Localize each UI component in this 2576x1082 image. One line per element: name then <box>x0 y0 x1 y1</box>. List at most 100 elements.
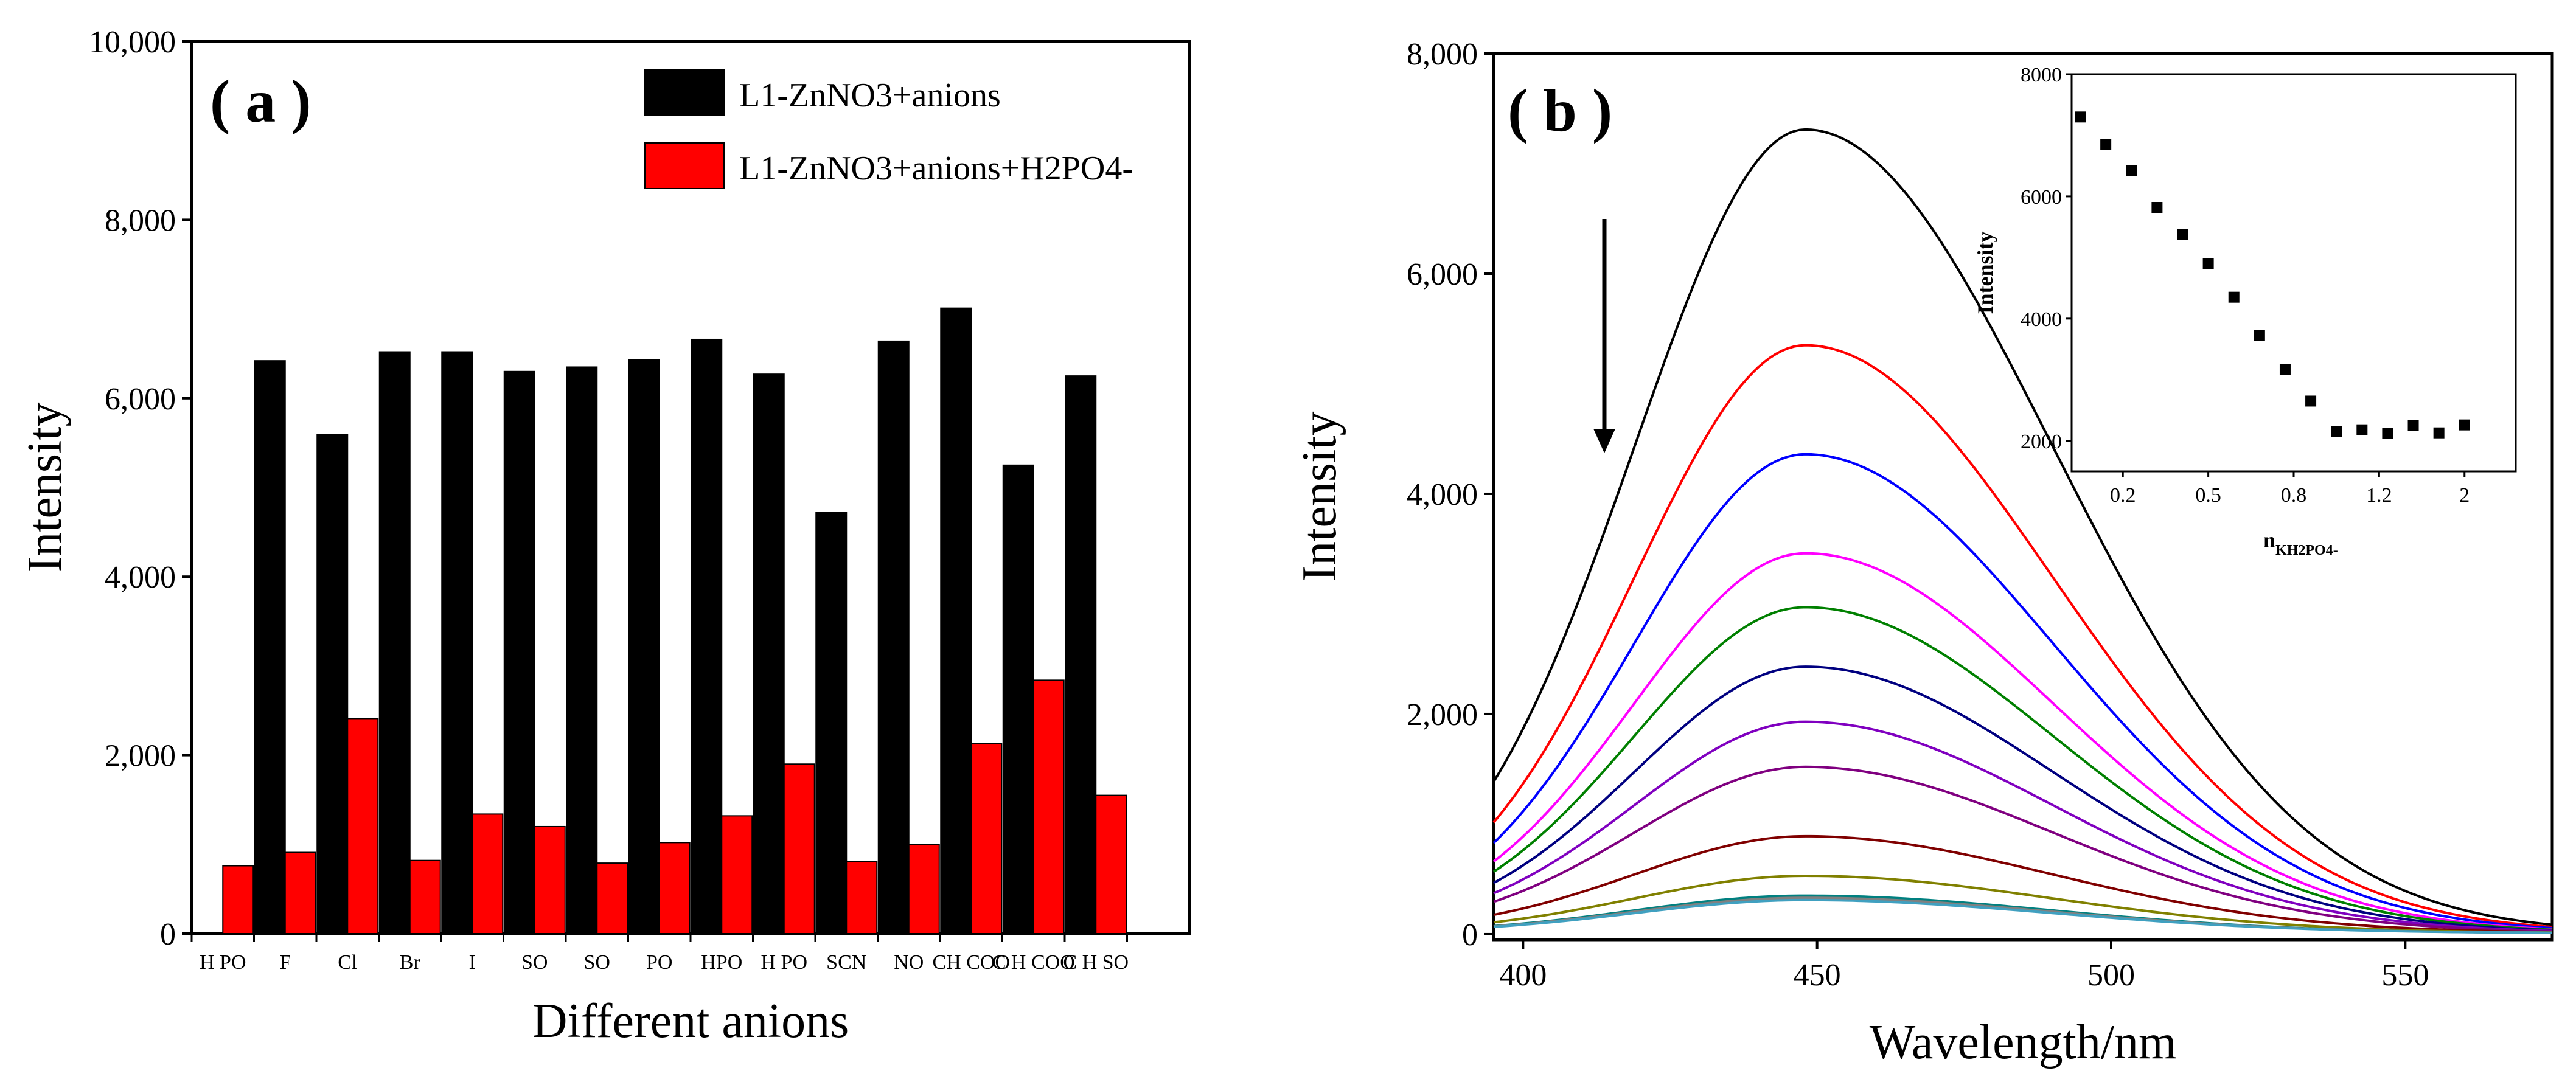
legend-label: L1-ZnNO3+anions+H2PO4- <box>739 150 1133 187</box>
bar-red <box>284 851 316 935</box>
y-tick-label: 2,000 <box>1407 698 1478 732</box>
x-category-label: Cl <box>338 951 357 974</box>
inset-y-tick-label: 8000 <box>2021 64 2062 86</box>
bar-red <box>1095 794 1127 934</box>
x-category-label: NO <box>894 951 924 974</box>
bar-black <box>1065 375 1097 934</box>
y-tick-label: 2,000 <box>105 739 176 774</box>
x-tick-label: 400 <box>1499 958 1547 993</box>
inset-data-point <box>2433 427 2445 439</box>
inset-data-point <box>2382 428 2393 439</box>
spectrum-line <box>1493 765 2553 933</box>
y-tick-label: 0 <box>160 917 176 952</box>
inset-data-point <box>2151 202 2163 213</box>
panel-a-bar-chart: 0 2,000 4,000 6,000 8,000 10,000 H PO F Cl Br I SO S… <box>18 25 1191 1048</box>
x-category-label: PO <box>646 951 672 974</box>
x-category-label: SO <box>521 951 548 974</box>
inset-data-point <box>2407 420 2419 431</box>
bar-red <box>721 815 753 934</box>
legend-label: L1-ZnNO3+anions <box>739 77 1001 114</box>
bar-black <box>691 338 723 934</box>
legend-swatch <box>644 142 725 189</box>
inset-y-axis-title: Intensity <box>1973 231 1997 314</box>
bar-black <box>316 434 349 934</box>
spectrum-line <box>1492 344 2553 929</box>
x-category-label: C H SO <box>1063 951 1129 974</box>
spectrum-line <box>1492 453 2553 929</box>
bar-red <box>596 862 628 935</box>
bar-red <box>222 865 254 935</box>
panel-b-line-chart: 0 2,000 4,000 6,000 8,000 400 450 500 550 Wavelen… <box>1293 37 2554 1069</box>
legend-swatch <box>644 69 725 116</box>
y-axis-title: Intensity <box>18 403 72 573</box>
bar-red <box>1032 679 1065 934</box>
y-tick-label: 4,000 <box>105 560 176 595</box>
bar-red <box>846 861 878 934</box>
bar-black <box>1002 464 1034 934</box>
bar-black <box>503 370 535 934</box>
inset-y-tick-label: 2000 <box>2021 431 2062 453</box>
y-tick-label: 8,000 <box>1407 37 1478 72</box>
bar-black <box>566 366 598 934</box>
inset-x-tick-label: 2 <box>2459 484 2470 507</box>
panel-label: ( a ) <box>210 68 312 135</box>
bar-black <box>877 340 910 934</box>
x-category-label: H PO <box>200 951 246 974</box>
x-tick-label: 550 <box>2381 958 2429 993</box>
bar-black <box>628 359 660 934</box>
bar-black <box>441 351 473 934</box>
inset-x-tick-label: 1.2 <box>2366 484 2392 507</box>
x-tick-label: 450 <box>1794 958 1841 993</box>
bar-red <box>347 718 379 934</box>
inset-data-point <box>2254 330 2265 341</box>
x-category-label: SCN <box>826 951 866 974</box>
x-category-label: I <box>469 951 476 974</box>
panel-label: ( b ) <box>1508 77 1612 144</box>
spectrum-line <box>1493 874 2553 934</box>
bar-red <box>783 763 815 935</box>
spectrum-line <box>1493 665 2553 932</box>
inset-x-tick-label: 0.5 <box>2195 484 2221 507</box>
inset-data-point <box>2279 364 2291 375</box>
inset-data-point <box>2202 258 2214 269</box>
inset-data-point <box>2305 395 2317 407</box>
inset-data-point <box>2100 139 2112 150</box>
plot-frame <box>1492 52 2554 942</box>
inset-data-point <box>2126 165 2137 176</box>
inset-data-point <box>2459 419 2470 431</box>
inset-x-axis-title-sub: KH2PO4- <box>2275 543 2338 558</box>
inset-data-point <box>2075 111 2086 123</box>
x-axis-title: Different anions <box>532 994 849 1048</box>
inset-x-axis-title-main: n <box>2263 528 2275 552</box>
inset-y-tick-label: 6000 <box>2021 186 2062 209</box>
y-tick-label: 6,000 <box>1407 257 1478 292</box>
x-category-label: F <box>279 951 291 974</box>
bar-black <box>753 373 785 934</box>
spectrum-line <box>1492 552 2553 931</box>
bar-red <box>970 743 1003 935</box>
x-category-label: C H COO <box>992 951 1075 974</box>
y-axis-title: Intensity <box>1293 412 1346 582</box>
spectrum-line <box>1493 834 2553 934</box>
bar-black <box>254 360 286 934</box>
x-category-label: H PO <box>761 951 807 974</box>
x-axis-title: Wavelength/nm <box>1870 1016 2177 1069</box>
inset-frame <box>2070 73 2517 473</box>
inset-x-axis-title: nKH2PO4- <box>2263 528 2338 558</box>
inset-y-tick-label: 4000 <box>2021 308 2062 331</box>
y-tick-label: 4,000 <box>1407 477 1478 512</box>
inset-data-point <box>2331 426 2342 437</box>
x-tick-label: 500 <box>2087 958 2135 993</box>
spectrum-line <box>1492 606 2553 931</box>
bar-red <box>472 813 504 934</box>
x-category-label: CH COO <box>932 951 1010 974</box>
x-category-label: Br <box>400 951 421 974</box>
bar-red <box>908 844 940 935</box>
bar-black <box>940 307 972 934</box>
spectrum-line <box>1492 128 2553 926</box>
down-arrow-icon <box>1593 429 1615 453</box>
bar-black <box>378 351 411 934</box>
inset-data-point <box>2356 424 2368 435</box>
inset-data-point <box>2177 229 2188 240</box>
